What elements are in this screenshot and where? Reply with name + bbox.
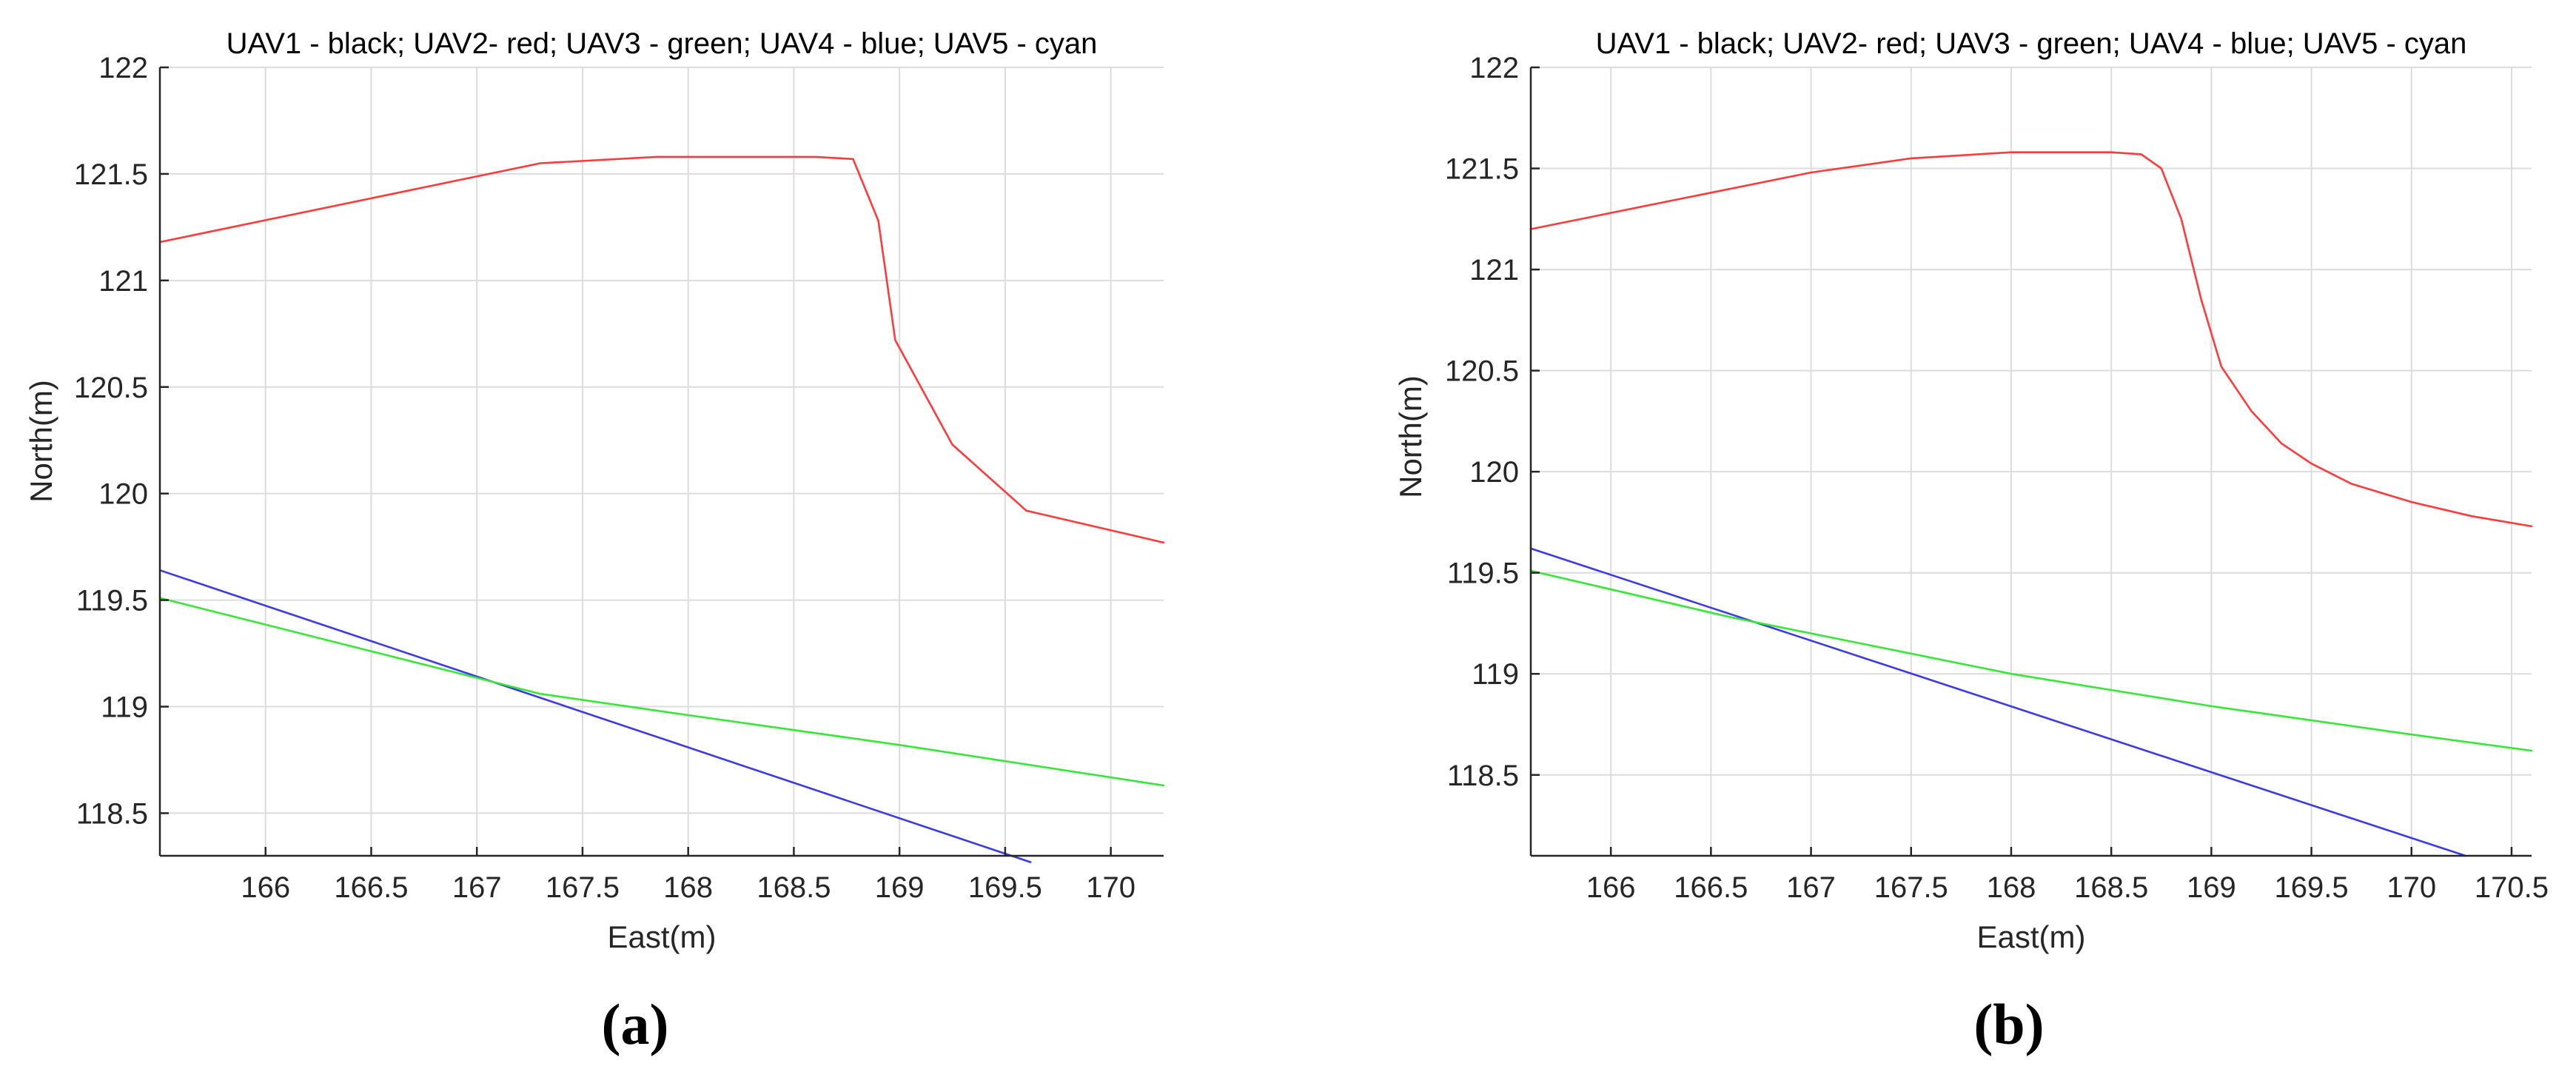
y-tick-label: 122: [1469, 52, 1519, 84]
y-tick-label: 121: [1469, 254, 1519, 286]
panel-label: (b): [1973, 992, 2044, 1056]
panel-a: UAV1 - black; UAV2- red; UAV3 - green; U…: [24, 27, 1165, 1056]
y-axis-title: North(m): [1393, 375, 1428, 498]
x-tick-label: 169: [2187, 871, 2236, 904]
panel-label: (a): [602, 992, 669, 1056]
y-tick-label: 119: [1472, 658, 1519, 691]
series-line-2: [158, 569, 1032, 863]
series-line-1: [158, 155, 1165, 544]
grid: [160, 67, 1164, 856]
x-tick-label: 169: [875, 871, 925, 904]
x-tick-label: 168: [663, 871, 713, 904]
x-tick-label: 169.5: [968, 871, 1042, 904]
y-tick-label: 118.5: [76, 797, 148, 830]
series-line-3: [158, 597, 1165, 787]
y-tick-label: 120.5: [1445, 355, 1519, 388]
y-tick-label: 118.5: [1447, 760, 1519, 792]
x-tick-label: 168: [1987, 871, 2036, 904]
y-axis-title: North(m): [24, 380, 58, 503]
x-tick-label: 170: [1086, 871, 1136, 904]
series-group: [158, 155, 1165, 863]
tick-labels: 166 166.5 167 167.5 168 168.5 169 169.5 170 170.5…: [1445, 52, 2549, 904]
y-tick-label: 120: [1469, 456, 1519, 489]
series-line-2: [1529, 547, 2467, 857]
x-axis-title: East(m): [1977, 919, 2086, 954]
grid: [1531, 67, 2532, 856]
series-group: [1529, 151, 2533, 857]
x-tick-label: 166.5: [334, 871, 408, 904]
tick-labels: 166 166.5 167 167.5 168 168.5 169 169.5 170 118.5…: [74, 52, 1136, 904]
series-line-1: [1529, 151, 2533, 528]
x-tick-label: 169.5: [2275, 871, 2349, 904]
y-tick-label: 119: [101, 691, 148, 724]
y-tick-label: 122: [98, 52, 148, 84]
y-tick-label: 120: [98, 478, 148, 511]
series-line-3: [1529, 569, 2533, 752]
y-tick-label: 121: [98, 265, 148, 298]
y-tick-label: 120.5: [74, 372, 148, 404]
chart-title: UAV1 - black; UAV2- red; UAV3 - green; U…: [1596, 27, 2467, 60]
y-tick-label: 121.5: [74, 158, 148, 191]
x-tick-label: 170: [2387, 871, 2436, 904]
x-tick-label: 168.5: [2074, 871, 2148, 904]
x-tick-label: 166: [1586, 871, 1636, 904]
y-tick-label: 119.5: [76, 585, 148, 617]
axes: [1529, 66, 2532, 857]
x-tick-label: 170.5: [2475, 871, 2549, 904]
x-tick-label: 166: [241, 871, 290, 904]
x-tick-label: 167.5: [546, 871, 620, 904]
axes: [158, 66, 1164, 857]
x-tick-label: 168.5: [757, 871, 831, 904]
x-tick-label: 167.5: [1874, 871, 1948, 904]
x-tick-label: 166.5: [1674, 871, 1748, 904]
y-tick-label: 119.5: [1447, 557, 1519, 590]
x-tick-label: 167: [1786, 871, 1836, 904]
panel-b: UAV1 - black; UAV2- red; UAV3 - green; U…: [1393, 27, 2549, 1056]
chart-title: UAV1 - black; UAV2- red; UAV3 - green; U…: [227, 27, 1098, 60]
x-axis-title: East(m): [608, 919, 717, 954]
y-tick-label: 121.5: [1445, 153, 1519, 186]
x-tick-label: 167: [452, 871, 502, 904]
